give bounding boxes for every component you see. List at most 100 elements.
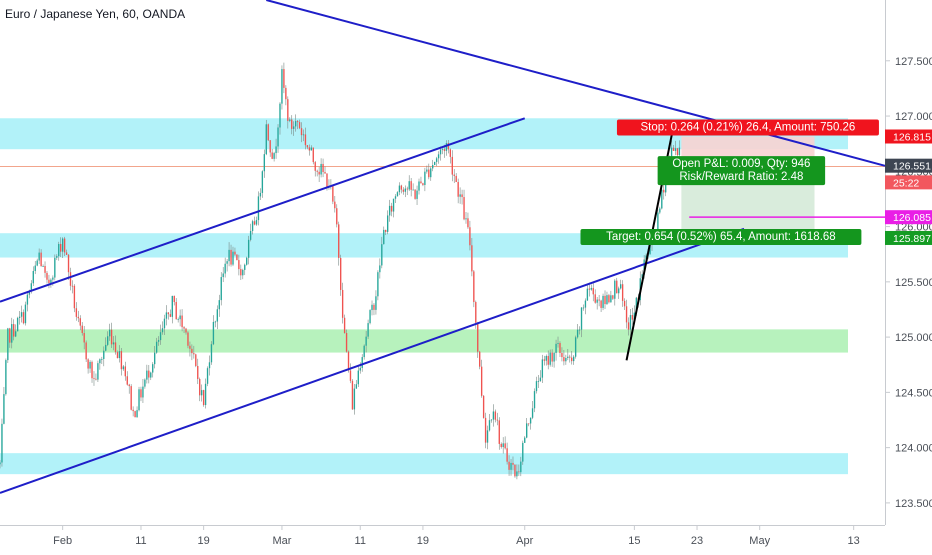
candle-body xyxy=(614,280,616,299)
candle-body xyxy=(230,249,232,265)
candle xyxy=(334,196,336,213)
candle xyxy=(480,359,483,398)
candle xyxy=(357,366,359,387)
candle-body xyxy=(347,351,350,371)
candle-body xyxy=(549,352,551,365)
candle-body xyxy=(199,379,201,396)
target-label-bg xyxy=(580,228,862,245)
candle xyxy=(85,340,87,362)
candle-body xyxy=(244,264,246,270)
candle xyxy=(400,184,403,194)
candle xyxy=(259,188,262,200)
candle-body xyxy=(367,323,369,337)
candle xyxy=(253,216,256,226)
candle-body xyxy=(232,251,234,265)
candle xyxy=(377,270,379,301)
candle xyxy=(629,309,632,336)
candle-body xyxy=(551,352,553,362)
candle xyxy=(324,166,326,174)
candle-body xyxy=(148,370,150,378)
candle xyxy=(32,266,34,287)
candle xyxy=(584,298,587,315)
candle xyxy=(482,395,485,419)
candle-body xyxy=(226,261,228,264)
candle-body xyxy=(77,316,80,319)
candle xyxy=(191,344,193,361)
candle xyxy=(120,347,123,376)
candle-body xyxy=(257,196,260,221)
candle-body xyxy=(512,462,514,465)
candle xyxy=(83,326,85,350)
candle-body xyxy=(643,259,645,275)
price-badge-bg xyxy=(885,175,932,190)
candle xyxy=(26,292,29,312)
candle xyxy=(600,299,602,313)
candle-body xyxy=(185,328,187,333)
candle-body xyxy=(5,360,7,395)
candle-body xyxy=(598,299,600,301)
candle xyxy=(451,150,453,182)
candle-body xyxy=(142,386,144,398)
candle-body xyxy=(93,378,95,380)
candle xyxy=(557,336,559,348)
candle-body xyxy=(269,140,271,153)
candle xyxy=(590,284,592,291)
candle xyxy=(428,163,430,180)
candle xyxy=(228,242,230,267)
candle xyxy=(526,417,528,439)
candle-body xyxy=(518,471,520,473)
candle xyxy=(240,264,242,281)
candle-body xyxy=(565,357,567,362)
candle-body xyxy=(200,390,203,396)
candle xyxy=(138,386,140,412)
candle xyxy=(631,307,634,325)
candle xyxy=(514,464,516,478)
candle-body xyxy=(608,295,610,303)
candle-body xyxy=(541,359,544,378)
candle-body xyxy=(283,69,285,88)
candle-body xyxy=(586,288,589,301)
candle-body xyxy=(165,312,168,319)
y-tick-label: 127.000 xyxy=(895,111,932,123)
candle-body xyxy=(249,230,252,240)
candle xyxy=(524,436,526,443)
candle-body xyxy=(522,442,524,462)
candle xyxy=(563,350,565,366)
candle xyxy=(414,189,416,200)
candle xyxy=(236,254,238,261)
x-tick-label: Mar xyxy=(272,535,291,547)
price-badge-label: 125.897 xyxy=(893,233,931,245)
candle xyxy=(169,309,172,318)
candle-body xyxy=(312,147,314,163)
price-badge-bg xyxy=(885,129,932,144)
candle xyxy=(574,335,577,359)
candle-body xyxy=(567,356,569,358)
candle-body xyxy=(332,186,334,202)
candle xyxy=(529,417,532,430)
candle-body xyxy=(259,192,262,197)
candle-body xyxy=(420,181,422,184)
candle xyxy=(200,384,203,402)
candle-body xyxy=(398,185,401,193)
candle xyxy=(504,436,506,450)
candle xyxy=(612,294,614,300)
candle xyxy=(449,148,452,164)
candle xyxy=(338,221,340,266)
candle-body xyxy=(383,229,385,245)
candle xyxy=(300,122,303,143)
candle xyxy=(107,331,109,347)
candle-body xyxy=(296,121,299,123)
candle-body xyxy=(136,410,138,418)
candle xyxy=(24,301,27,326)
candle xyxy=(73,284,76,313)
candle-body xyxy=(289,119,291,121)
candle-body xyxy=(390,205,393,212)
candle xyxy=(441,148,444,155)
candle xyxy=(467,212,469,229)
price-badge: 126.815 xyxy=(885,129,932,144)
candle-body xyxy=(459,194,461,197)
candle-body xyxy=(110,329,113,345)
candle-body xyxy=(676,148,679,156)
